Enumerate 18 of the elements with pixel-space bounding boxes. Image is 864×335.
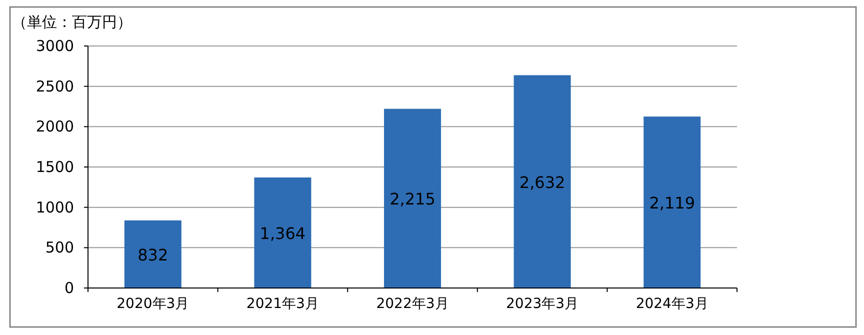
x-tick-label: 2021年3月 [246,296,319,312]
y-axis-title: （単位：百万円） [12,13,132,31]
y-tick-label: 3000 [36,37,74,55]
data-label: 2,215 [390,190,436,209]
x-tick-label: 2022年3月 [376,296,449,312]
y-tick-label: 1000 [36,198,74,216]
data-label: 2,119 [649,194,696,213]
y-tick-label: 2500 [36,77,74,96]
x-tick-label: 2020年3月 [116,296,190,312]
data-label: 832 [138,245,168,264]
y-tick-label: 0 [64,279,74,297]
x-tick-label: 2023年3月 [506,296,579,312]
y-tick-label: 1500 [36,158,74,176]
y-tick-label: 2000 [36,118,74,136]
y-tick-label: 500 [45,238,74,257]
x-tick-label: 2024年3月 [636,296,708,312]
data-label: 2,632 [519,172,566,192]
data-label: 1,364 [260,224,306,243]
